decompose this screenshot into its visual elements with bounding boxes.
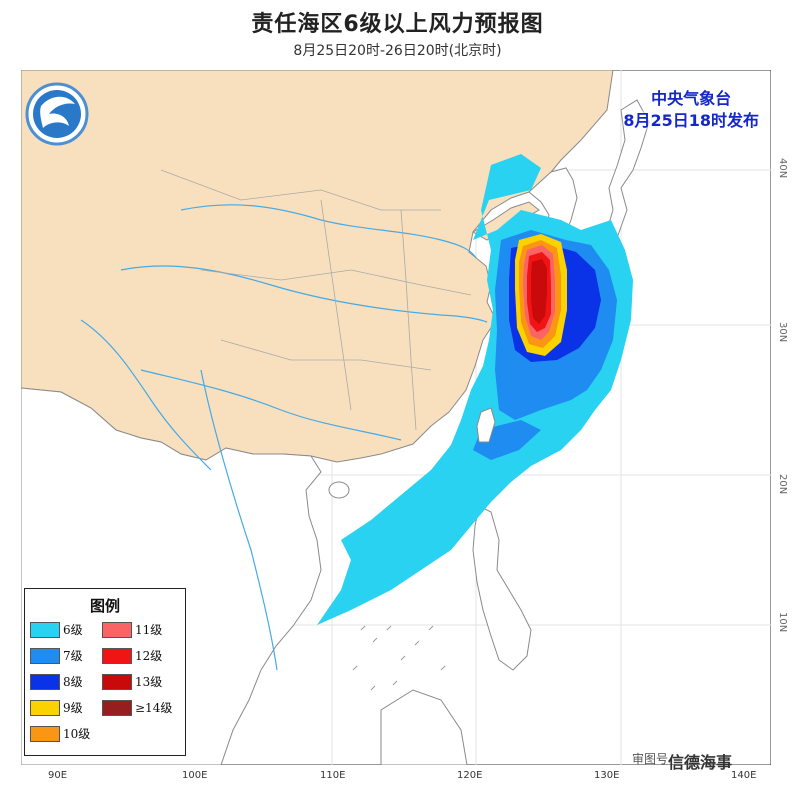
legend-label-9: 9级 (63, 701, 83, 715)
legend-swatch-11 (102, 622, 132, 638)
issue-time: 8月25日18时发布 (623, 111, 759, 130)
lat-label-10n: 10N (777, 612, 788, 633)
scs-islands (352, 625, 446, 691)
map-approval-watermark: 审图号 (632, 752, 669, 766)
wind-band-13 (531, 259, 547, 324)
hainan-island (328, 481, 350, 499)
issuer-stamp: 中央气象台 8月25日18时发布 (623, 88, 759, 132)
map-title: 责任海区6级以上风力预报图 (251, 12, 544, 37)
legend-swatch-13 (102, 674, 132, 690)
legend-label-6: 6级 (63, 623, 83, 637)
lon-label-140e: 140E (731, 770, 757, 781)
lat-label-30n: 30N (777, 322, 788, 343)
legend-label-14: ≥14级 (135, 701, 173, 715)
issuer-name: 中央气象台 (651, 89, 732, 108)
lon-label-90e: 90E (48, 770, 68, 781)
legend-swatch-9 (30, 700, 60, 716)
philippines (472, 505, 532, 671)
cma-logo (25, 82, 89, 146)
lon-label-120e: 120E (457, 770, 483, 781)
taiwan-island (476, 407, 496, 443)
legend-label-13: 13级 (135, 675, 163, 689)
lon-label-130e: 130E (594, 770, 620, 781)
lon-label-110e: 110E (320, 770, 346, 781)
lat-label-40n: 40N (777, 158, 788, 179)
publisher-brand: 信德海事 (668, 753, 733, 772)
rivers (80, 204, 488, 671)
legend-swatch-12 (102, 648, 132, 664)
legend-swatch-8 (30, 674, 60, 690)
legend-label-11: 11级 (135, 623, 163, 637)
map-subtitle: 8月25日20时-26日20时(北京时) (293, 43, 502, 59)
legend-panel: 图例 6级 11级 7级 12级 8级 13级 9级 (24, 588, 186, 756)
legend-label-12: 12级 (135, 649, 163, 663)
legend-swatch-10 (30, 726, 60, 742)
legend-label-8: 8级 (63, 675, 83, 689)
provincial-borders (160, 169, 472, 431)
legend-swatch-6 (30, 622, 60, 638)
lat-label-20n: 20N (777, 474, 788, 495)
legend-swatch-7 (30, 648, 60, 664)
lon-label-100e: 100E (182, 770, 208, 781)
legend-label-10: 10级 (63, 727, 91, 741)
legend-title: 图例 (89, 597, 120, 615)
legend-label-7: 7级 (63, 649, 83, 663)
legend-swatch-14 (102, 700, 132, 716)
borneo (380, 689, 468, 765)
